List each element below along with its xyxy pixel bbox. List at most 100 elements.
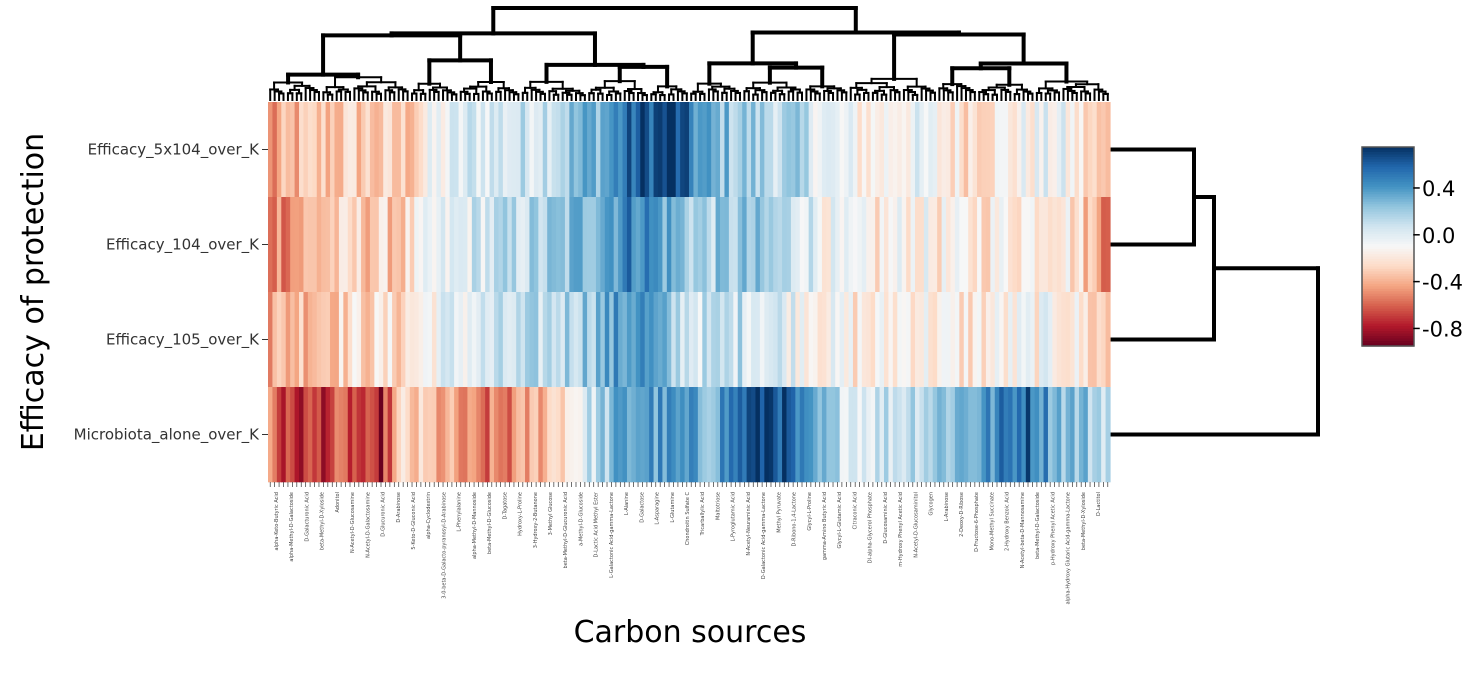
heatmap-cell [680,197,686,293]
heatmap-cell [990,102,996,198]
heatmap-cell [1096,197,1102,293]
heatmap-cell [489,387,495,483]
colorbar-tick-label: 0.4 [1422,177,1455,201]
colorbar-segment [1362,316,1414,320]
heatmap-cell [1043,292,1049,388]
heatmap-cell [409,102,415,198]
heatmap-cell [578,197,584,293]
heatmap-cell [330,102,336,198]
column-label: Dl-alpha-Glycerol Phosphate [868,492,874,563]
heatmap-cell [888,292,894,388]
heatmap-cell [600,387,606,483]
heatmap-cell [653,102,659,198]
heatmap-cell [675,292,681,388]
heatmap-cell [551,197,557,293]
heatmap-cell [759,197,765,293]
colorbar-segment [1362,179,1414,183]
colorbar-segment [1362,293,1414,297]
heatmap-cell [733,102,739,198]
heatmap-cell [330,292,336,388]
heatmap-cell [932,387,938,483]
x-axis-title: Carbon sources [574,615,807,650]
heatmap-cell [906,292,912,388]
heatmap-cell [817,387,823,483]
heatmap-cell [383,102,389,198]
heatmap-cell [1092,387,1098,483]
colorbar-segment [1362,261,1414,265]
heatmap-cell [706,292,712,388]
heatmap-cell [728,102,734,198]
heatmap-cell [303,292,309,388]
heatmap-cell [977,102,983,198]
y-axis-title: Efficacy of protection [16,133,51,451]
heatmap-cell [551,102,557,198]
heatmap-cell [839,197,845,293]
heatmap-cell [1047,102,1053,198]
heatmap-cell [285,292,291,388]
column-label: Hydroxy-L-Proline [518,492,524,536]
heatmap-cell [582,102,588,198]
heatmap-cell [835,102,841,198]
heatmap-cell [1052,292,1058,388]
heatmap-cell [268,197,274,293]
heatmap-cell [573,102,579,198]
heatmap-cell [365,102,371,198]
heatmap-cell [1056,387,1062,483]
heatmap-cell [866,292,872,388]
column-label: N-Acetyl-beta-D-Mannosamine [1020,492,1026,568]
heatmap-cell [595,102,601,198]
column-label: Citraconic Acid [852,492,858,529]
heatmap-cell [471,197,477,293]
heatmap-cell [768,292,774,388]
heatmap-cell [870,197,876,293]
heatmap-cell [303,197,309,293]
heatmap-cell [644,292,650,388]
heatmap-cell [587,292,593,388]
heatmap-cell [626,292,632,388]
heatmap-cell [715,387,721,483]
heatmap-cell [1003,102,1009,198]
heatmap-cell [724,387,730,483]
heatmap-cell [595,197,601,293]
heatmap-cell [1030,292,1036,388]
heatmap-cell [866,387,872,483]
colorbar-segment [1362,209,1414,213]
heatmap-cell [542,292,548,388]
heatmap-cell [711,292,717,388]
heatmap-cell [338,197,344,293]
colorbar-segment [1362,283,1414,287]
heatmap-cell [1016,387,1022,483]
heatmap-cell [378,292,384,388]
heatmap-cell [968,387,974,483]
heatmap-cell [963,197,969,293]
colorbar-segment [1362,311,1414,315]
heatmap-cell [1092,197,1098,293]
heatmap-cell [356,387,362,483]
heatmap-cell [330,387,336,483]
heatmap-cell [369,292,375,388]
heatmap-cell [276,292,282,388]
heatmap-cell [857,102,863,198]
heatmap-cell [604,197,610,293]
heatmap-cell [897,292,903,388]
heatmap-cell [813,387,819,483]
heatmap-cell [1030,197,1036,293]
heatmap-cell [591,387,597,483]
heatmap-cell [1043,102,1049,198]
heatmap-cell [560,197,566,293]
heatmap-cell [782,387,788,483]
heatmap-cell [888,102,894,198]
colorbar-segment [1362,341,1414,345]
heatmap-cell [1065,292,1071,388]
heatmap-cell [316,102,322,198]
heatmap-cell [1070,102,1076,198]
heatmap-cell [467,102,473,198]
heatmap-cell [1101,197,1107,293]
heatmap-cell [1083,292,1089,388]
heatmap-cell [897,197,903,293]
colorbar-segment [1362,216,1414,220]
heatmap-cell [857,197,863,293]
heatmap-cell [861,197,867,293]
heatmap-cell [879,197,885,293]
heatmap-cell [312,197,318,293]
